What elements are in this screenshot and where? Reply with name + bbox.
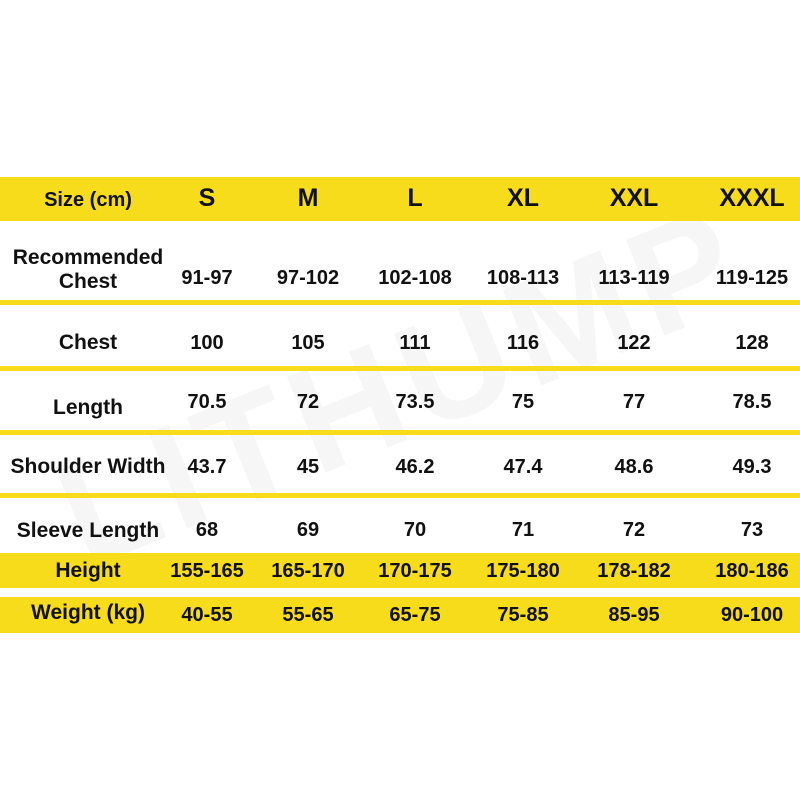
- table-cell: 75: [511, 391, 535, 413]
- table-cell: 73.5: [395, 391, 435, 413]
- table-cell: 72: [622, 519, 646, 541]
- table-cell: 69: [296, 519, 320, 541]
- table-cell: 75-85: [497, 604, 549, 626]
- divider: [0, 430, 800, 435]
- table-cell: 78.5: [732, 391, 772, 413]
- table-cell: 68: [195, 519, 219, 541]
- table-cell: 47.4: [503, 456, 543, 478]
- row-label: Length: [53, 396, 123, 419]
- table-cell: 108-113: [486, 267, 560, 289]
- table-cell: 165-170: [271, 560, 345, 582]
- table-cell: 119-125: [715, 267, 789, 289]
- divider: [0, 300, 800, 305]
- size-header-m: M: [297, 184, 319, 212]
- table-cell: 55-65: [282, 604, 334, 626]
- table-cell: 113-119: [598, 267, 670, 289]
- table-cell: 73: [740, 519, 764, 541]
- table-cell: 91-97: [181, 267, 233, 289]
- row-label: Height: [55, 559, 121, 582]
- table-cell: 45: [296, 456, 320, 478]
- table-cell: 111: [399, 332, 431, 354]
- table-cell: 178-182: [597, 560, 671, 582]
- weight-band: [0, 597, 800, 633]
- row-label: Sleeve Length: [16, 519, 160, 542]
- row-label: Weight (kg): [31, 601, 145, 624]
- table-cell: 155-165: [170, 560, 244, 582]
- row-label: Recommended Chest: [12, 246, 164, 293]
- table-cell: 48.6: [614, 456, 654, 478]
- table-cell: 175-180: [486, 560, 560, 582]
- table-cell: 43.7: [187, 456, 227, 478]
- header-label: Size (cm): [44, 189, 132, 211]
- table-cell: 49.3: [732, 456, 772, 478]
- table-cell: 72: [296, 391, 320, 413]
- table-cell: 71: [511, 519, 535, 541]
- table-cell: 180-186: [715, 560, 789, 582]
- table-cell: 102-108: [378, 267, 452, 289]
- table-cell: 122: [617, 332, 651, 354]
- table-cell: 170-175: [378, 560, 452, 582]
- table-cell: 116: [506, 332, 540, 354]
- row-label: Chest: [58, 331, 118, 354]
- height-band: [0, 553, 800, 588]
- size-header-l: L: [407, 184, 423, 212]
- table-cell: 100: [190, 332, 224, 354]
- table-cell: 128: [735, 332, 769, 354]
- divider: [0, 366, 800, 371]
- table-cell: 77: [622, 391, 646, 413]
- header-band: [0, 177, 800, 221]
- row-label: Shoulder Width: [10, 455, 166, 478]
- size-header-xxl: XXL: [609, 184, 659, 212]
- table-cell: 90-100: [720, 604, 784, 626]
- table-cell: 65-75: [389, 604, 441, 626]
- table-cell: 70: [403, 519, 427, 541]
- table-cell: 105: [291, 332, 325, 354]
- table-cell: 97-102: [276, 267, 340, 289]
- divider: [0, 493, 800, 498]
- table-cell: 85-95: [608, 604, 660, 626]
- size-header-xxxl: XXXL: [719, 184, 785, 212]
- size-header-xl: XL: [507, 184, 539, 212]
- table-cell: 40-55: [181, 604, 233, 626]
- table-cell: 70.5: [187, 391, 227, 413]
- size-header-s: S: [198, 184, 216, 212]
- table-cell: 46.2: [395, 456, 435, 478]
